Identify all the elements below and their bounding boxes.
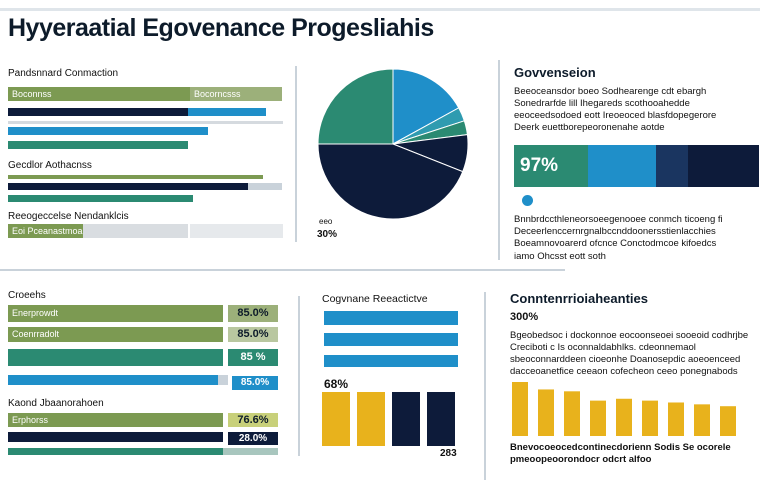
top-left-bar-5 [8, 175, 263, 179]
pie-slice [392, 68, 460, 145]
stat-value: 97% [520, 155, 559, 176]
column-bar [668, 402, 684, 436]
top-left-bar-8-track2 [190, 224, 283, 238]
bl-row-2-value: 85.0% [228, 327, 278, 342]
top-left-bar-2-track [8, 121, 283, 124]
bl-row-7-track [223, 448, 278, 455]
top-left-bar-1-label: Boconnss [12, 89, 52, 99]
pie-slice [317, 68, 394, 145]
bl-row-4-bar [8, 375, 218, 385]
bl-row-3-bar [8, 349, 223, 366]
bottom-mid-heading: Cogvnane Reeactictve [322, 293, 428, 305]
bottom-mid-bottom-value: 283 [440, 448, 457, 459]
bm-hbar-3 [324, 355, 458, 367]
bottom-mid-value: 68% [324, 377, 349, 391]
right-paragraph-1: Beeoceansdor boeo Sodhearenge cdt ebargh… [514, 86, 717, 133]
pie-label-value: 30% [317, 229, 337, 240]
bl-row-4-value: 85.0% [232, 376, 278, 390]
bl-row-1-value: 85.0% [228, 305, 278, 322]
bl-row-7-bar [8, 448, 223, 455]
column-bar [538, 389, 554, 436]
column-bar [694, 404, 710, 436]
bl-row-1-label: Enerprowdt [12, 308, 59, 318]
stat-seg-dark [688, 145, 759, 187]
top-left-bar-1-right: Bocorncsss [190, 87, 282, 101]
top-left-group3-label: Reeogeccelse Nendanklcis [8, 211, 129, 222]
bl-row-6-bar [8, 432, 223, 442]
bullet-dot [522, 195, 533, 206]
bl-row-1-bar: Enerprowdt [8, 305, 223, 322]
column-bar [357, 392, 385, 446]
column-bar [427, 392, 455, 446]
page-title: Hyyeraatial Egovenance Progesliahis [8, 14, 434, 42]
divider-bottom-1 [298, 296, 300, 456]
column-bar [512, 382, 528, 436]
top-left-bar-6-track [248, 183, 282, 190]
top-left-bar-3 [8, 127, 208, 135]
column-bar [392, 392, 420, 446]
stat-bar: 97% [514, 145, 759, 187]
stat-seg-blue [588, 145, 656, 187]
divider-bottom-2 [484, 292, 486, 480]
top-left-bar-2b [188, 108, 266, 116]
bl-row-5-label: Erphorss [12, 415, 49, 425]
bottom-left-header: Croeehs [8, 290, 46, 301]
bl-row-2-bar: Coenrradolt [8, 327, 223, 342]
bm-hbar-2 [324, 333, 458, 346]
title-divider [0, 8, 760, 11]
pie-chart: eeo 30% [317, 68, 469, 240]
right-paragraph-2: Bnnbrdccthleneorsoeegenooee conmch ticoe… [514, 214, 723, 249]
top-left-bar-2 [8, 108, 188, 116]
top-left-group2-label: Gecdlor Aothacnss [8, 160, 92, 171]
section-divider [0, 269, 565, 271]
column-bar [616, 398, 632, 436]
top-left-header: Pandsnnard Conmaction [8, 68, 119, 79]
bottom-right-subheading: 300% [510, 311, 539, 323]
bottom-right-heading: Conntenrrioiaheanties [510, 291, 648, 306]
column-bar [642, 400, 658, 436]
column-bar [322, 392, 350, 446]
bl-row-3-value: 85 % [228, 349, 278, 366]
top-left-bar-7 [8, 195, 193, 202]
bl-row-4-track [218, 375, 228, 385]
column-bar [590, 400, 606, 436]
top-left-bar-1-olive: Boconnss [8, 87, 190, 101]
bottom-right-columns [512, 382, 736, 436]
pie-label-small: eeo [319, 217, 333, 226]
right-heading: Govvenseion [514, 65, 596, 80]
column-bar [720, 406, 736, 436]
top-left-bar-4 [8, 141, 188, 149]
top-left-bar-1-right-label: Bocorncsss [194, 89, 241, 99]
bottom-right-paragraph: Bgeobedsoc i dockonnoe eocoonseoei sooeo… [510, 330, 749, 377]
top-left-bar-6 [8, 183, 248, 190]
stat-seg-navy [656, 145, 688, 187]
top-left-bar-8-label: Eoi Pceanastmoa [12, 226, 83, 236]
bottom-mid-columns [322, 392, 455, 446]
column-bar [564, 391, 580, 436]
bottom-left-group2-label: Kaond Jbaanorahoen [8, 398, 104, 409]
bl-row-5-value: 76.6% [228, 413, 278, 427]
top-left-bar-8: Eoi Pceanastmoa [8, 224, 83, 238]
bl-row-2-label: Coenrradolt [12, 329, 60, 339]
top-left-bar-8-track [83, 224, 188, 238]
bm-hbar-1 [324, 311, 458, 325]
bottom-right-footer: Bnevocoeocedcontinecdorienn Sodis Se oco… [510, 442, 731, 465]
pie-slice [317, 143, 464, 220]
bl-row-5-bar: Erphorss [8, 413, 223, 427]
divider-top-1 [295, 66, 297, 242]
stat-seg-green: 97% [514, 145, 588, 187]
divider-top-2 [498, 60, 500, 260]
bl-row-6-value: 28.0% [228, 432, 278, 445]
right-footnote: iamo Ohcsst eott soth [514, 251, 606, 262]
